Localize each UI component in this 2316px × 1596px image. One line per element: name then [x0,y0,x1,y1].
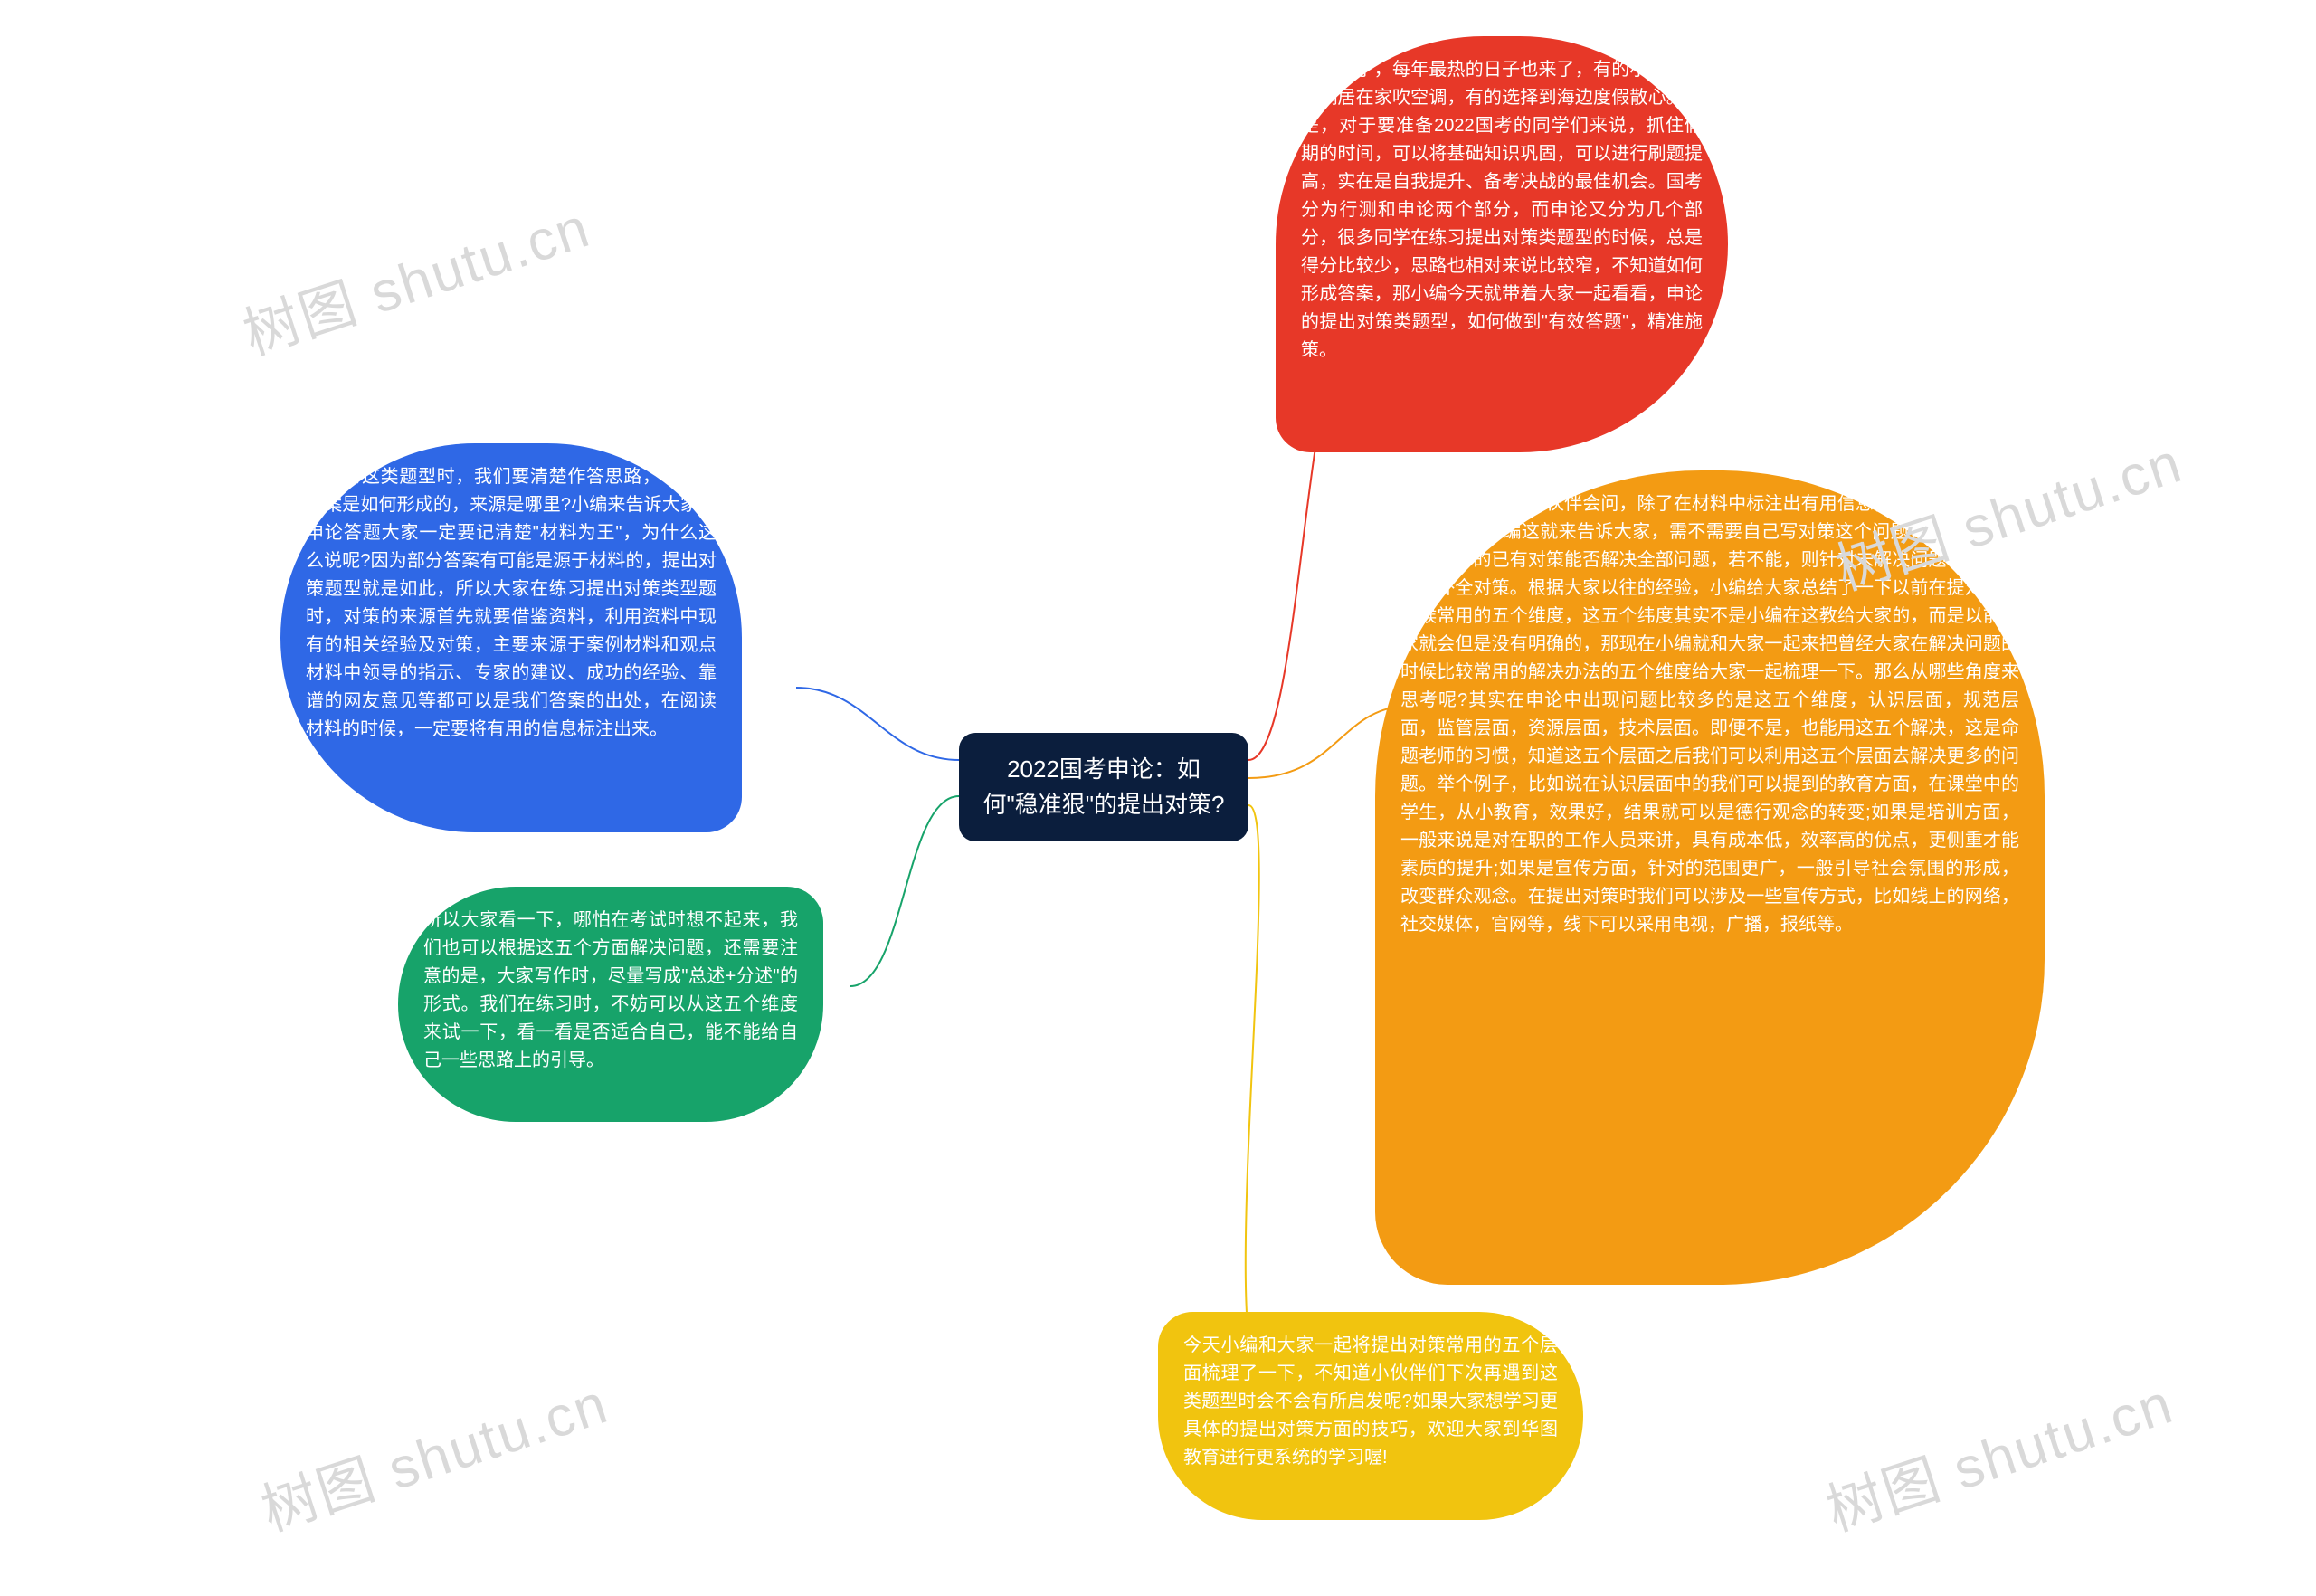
mindmap-node-red: 暑假来了，每年最热的日子也来了，有的小伙伴选择蜗居在家吹空调，有的选择到海边度假… [1276,36,1728,452]
center-topic: 2022国考申论：如何"稳准狠"的提出对策? [959,733,1248,841]
mindmap-node-yellow: 今天小编和大家一起将提出对策常用的五个层面梳理了一下，不知道小伙伴们下次再遇到这… [1158,1312,1583,1520]
mindmap-node-blue: 在练习这类题型时，我们要清楚作答思路，也就是答案是如何形成的，来源是哪里?小编来… [280,443,742,832]
watermark: 树图 shutu.cn [250,1358,617,1546]
mindmap-node-green: 所以大家看一下，哪怕在考试时想不起来，我们也可以根据这五个方面解决问题，还需要注… [398,887,823,1122]
connector-path [1246,805,1267,1384]
connector-path [796,688,959,760]
connector-path [850,796,959,986]
watermark: 树图 shutu.cn [232,182,599,370]
mindmap-node-orange: 那说到这，有的小伙伴会问，除了在材料中标注出有用信息，还需要自己思考写对策吗?小… [1375,470,2045,1285]
watermark: 树图 shutu.cn [1815,1358,2182,1546]
